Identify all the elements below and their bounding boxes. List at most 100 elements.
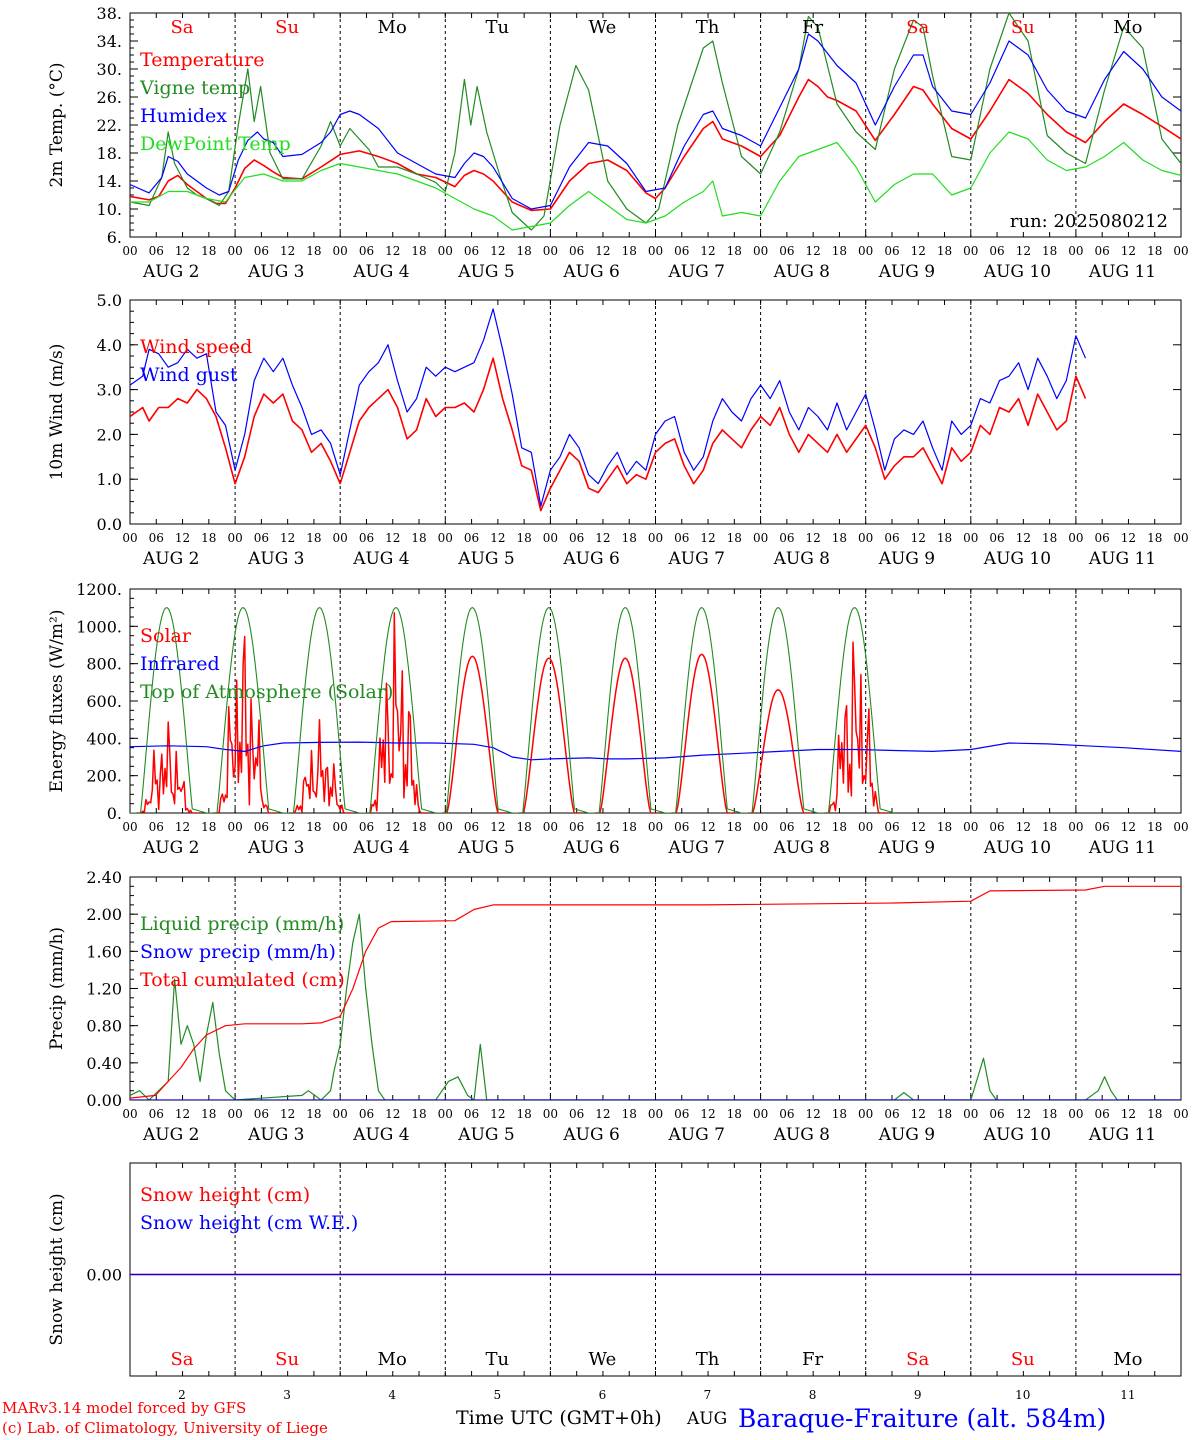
day-name: Th bbox=[696, 17, 720, 38]
hour-tick-label: 00 bbox=[753, 1107, 768, 1121]
date-label: AUG 2 bbox=[142, 838, 199, 858]
hour-tick-label: 12 bbox=[806, 1107, 821, 1121]
legend-entry: Vigne temp bbox=[139, 77, 250, 99]
date-label: AUG 6 bbox=[562, 549, 619, 569]
hour-tick-label: 00 bbox=[1068, 244, 1083, 258]
hour-tick-label: 18 bbox=[622, 244, 637, 258]
legend-entry: DewPoint Temp bbox=[140, 133, 291, 155]
series-top-of-atmosphere-solar bbox=[435, 607, 513, 813]
legend-entry: Top of Atmosphere (Solar) bbox=[140, 681, 393, 703]
series-humidex bbox=[130, 33, 1181, 210]
hour-tick-label: 06 bbox=[254, 820, 269, 834]
hour-tick-label: 00 bbox=[1173, 820, 1188, 834]
hour-tick-label: 00 bbox=[438, 1107, 453, 1121]
y-axis-label: Energy fluxes (W/m²) bbox=[47, 610, 67, 793]
legend-entry: Snow height (cm) bbox=[140, 1184, 310, 1206]
hour-tick-label: 06 bbox=[359, 820, 374, 834]
series-top-of-atmosphere-solar bbox=[282, 607, 360, 813]
hour-tick-label: 00 bbox=[648, 1107, 663, 1121]
series-group bbox=[130, 13, 1181, 231]
hour-tick-label: 00 bbox=[1173, 1107, 1188, 1121]
hour-tick-label: 18 bbox=[1147, 1107, 1162, 1121]
hour-tick-label: 18 bbox=[201, 820, 216, 834]
hour-tick-label: 00 bbox=[227, 820, 242, 834]
hour-tick-label: 18 bbox=[622, 531, 637, 545]
series-top-of-atmosphere-solar bbox=[512, 607, 589, 813]
date-label: AUG 5 bbox=[457, 838, 514, 858]
series-group bbox=[130, 885, 1181, 1100]
hour-tick-label: 18 bbox=[516, 1107, 531, 1121]
y-tick-label: 2.00 bbox=[86, 905, 122, 924]
hour-tick-label: 18 bbox=[937, 531, 952, 545]
y-tick-label: 1000. bbox=[76, 617, 122, 636]
credit-line-2: (c) Lab. of Climatology, University of L… bbox=[2, 1419, 328, 1437]
hour-tick-label: 06 bbox=[254, 1107, 269, 1121]
hour-tick-label: 12 bbox=[595, 531, 610, 545]
y-tick-label: 38. bbox=[97, 4, 122, 23]
day-name: Mo bbox=[1113, 1349, 1142, 1370]
date-label: AUG 11 bbox=[1088, 262, 1156, 282]
series-top-of-atmosphere-solar bbox=[665, 607, 742, 813]
panel-energy: 00 06 12 18 00 06 12 18 00 06 12 18 00 06 12 18 00 06 12 18… bbox=[47, 580, 1189, 858]
hour-tick-label: 06 bbox=[884, 531, 899, 545]
y-tick-label: 4.0 bbox=[97, 336, 122, 355]
hour-tick-label: 00 bbox=[963, 244, 978, 258]
hour-tick-label: 12 bbox=[1121, 244, 1136, 258]
hour-tick-label: 18 bbox=[1042, 531, 1057, 545]
hour-tick-label: 18 bbox=[622, 820, 637, 834]
y-tick-label: 2.0 bbox=[97, 425, 122, 444]
hour-tick-label: 00 bbox=[333, 820, 348, 834]
hour-tick-label: 06 bbox=[1095, 820, 1110, 834]
hour-tick-label: 18 bbox=[306, 531, 321, 545]
hour-tick-label: 12 bbox=[700, 531, 715, 545]
hour-tick-label: 00 bbox=[227, 531, 242, 545]
day-name: Su bbox=[275, 1349, 299, 1370]
date-label: AUG 9 bbox=[878, 549, 935, 569]
hour-tick-label: 06 bbox=[989, 531, 1004, 545]
hour-tick-label: 00 bbox=[227, 244, 242, 258]
legend-entry: Liquid precip (mm/h) bbox=[140, 913, 344, 935]
hour-tick-label: 00 bbox=[543, 531, 558, 545]
date-label: AUG 3 bbox=[247, 1125, 304, 1145]
hour-tick-label: 18 bbox=[622, 1107, 637, 1121]
hour-tick-label: 06 bbox=[674, 820, 689, 834]
hour-tick-label: 12 bbox=[806, 820, 821, 834]
hour-tick-label: 12 bbox=[1016, 1107, 1031, 1121]
y-axis-label: Precip (mm/h) bbox=[47, 927, 67, 1050]
date-label: AUG 7 bbox=[668, 838, 725, 858]
hour-tick-label: 00 bbox=[438, 820, 453, 834]
hour-tick-label: 00 bbox=[333, 244, 348, 258]
series-temperature bbox=[130, 78, 1181, 212]
date-label: AUG 4 bbox=[352, 549, 409, 569]
day-number: 8 bbox=[809, 1388, 817, 1402]
hour-tick-label: 06 bbox=[779, 1107, 794, 1121]
series-solar bbox=[136, 721, 201, 813]
y-tick-label: 0.00 bbox=[86, 1091, 122, 1110]
series-top-of-atmosphere-solar bbox=[741, 607, 819, 813]
series-group bbox=[130, 308, 1087, 512]
legend-entry: Infrared bbox=[140, 653, 220, 675]
day-name: Sa bbox=[906, 1349, 929, 1370]
y-axis-label: Snow height (cm) bbox=[47, 1193, 67, 1345]
hour-tick-label: 18 bbox=[516, 244, 531, 258]
day-name: Th bbox=[696, 1349, 720, 1370]
hour-tick-label: 12 bbox=[490, 1107, 505, 1121]
y-tick-label: 22. bbox=[97, 116, 122, 135]
series-solar bbox=[824, 641, 888, 813]
hour-tick-label: 18 bbox=[832, 1107, 847, 1121]
hour-tick-label: 06 bbox=[884, 1107, 899, 1121]
y-tick-label: 0.00 bbox=[86, 1266, 122, 1285]
hour-tick-label: 12 bbox=[911, 820, 926, 834]
hour-tick-label: 00 bbox=[963, 531, 978, 545]
hour-tick-label: 18 bbox=[1147, 244, 1162, 258]
hour-tick-label: 00 bbox=[858, 244, 873, 258]
hour-tick-label: 12 bbox=[700, 244, 715, 258]
day-number: 9 bbox=[914, 1388, 922, 1402]
hour-tick-label: 18 bbox=[832, 820, 847, 834]
hour-tick-label: 06 bbox=[149, 1107, 164, 1121]
hour-tick-label: 06 bbox=[569, 820, 584, 834]
legend-entry: Humidex bbox=[140, 105, 227, 127]
date-label: AUG 3 bbox=[247, 262, 304, 282]
hour-tick-label: 18 bbox=[1042, 1107, 1057, 1121]
hour-tick-label: 12 bbox=[175, 820, 190, 834]
